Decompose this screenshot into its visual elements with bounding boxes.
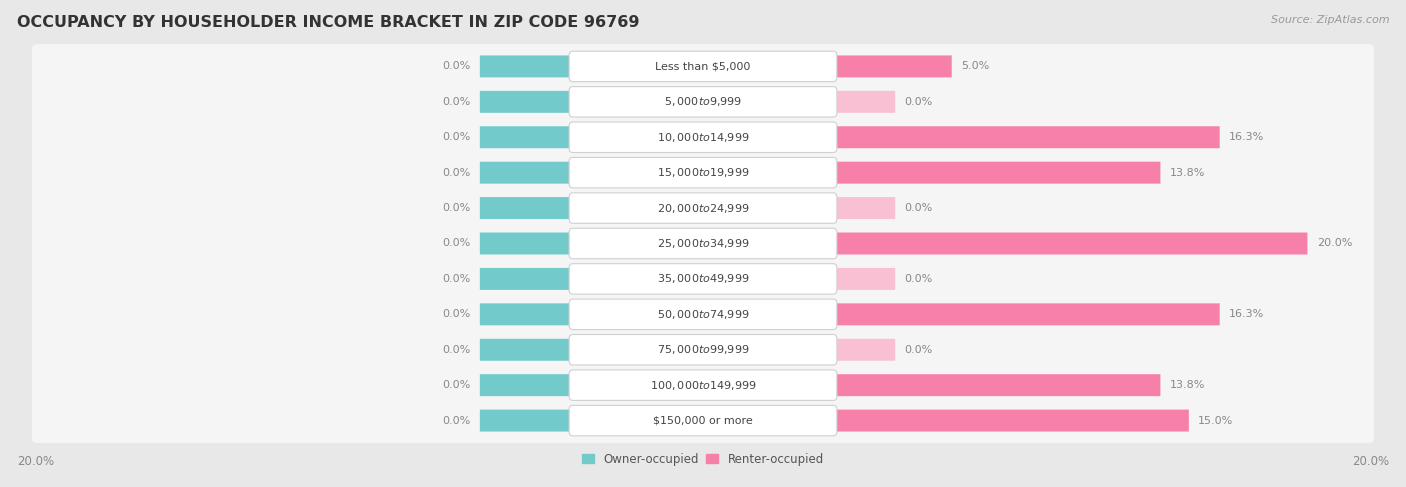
- FancyBboxPatch shape: [479, 126, 572, 148]
- Text: Source: ZipAtlas.com: Source: ZipAtlas.com: [1271, 15, 1389, 25]
- FancyBboxPatch shape: [32, 363, 1374, 408]
- FancyBboxPatch shape: [834, 56, 952, 77]
- Text: 0.0%: 0.0%: [443, 168, 471, 178]
- Text: $150,000 or more: $150,000 or more: [654, 415, 752, 426]
- Text: 0.0%: 0.0%: [443, 345, 471, 355]
- FancyBboxPatch shape: [569, 157, 837, 188]
- Text: 0.0%: 0.0%: [443, 415, 471, 426]
- FancyBboxPatch shape: [479, 303, 572, 325]
- Text: $20,000 to $24,999: $20,000 to $24,999: [657, 202, 749, 215]
- Text: 20.0%: 20.0%: [17, 454, 53, 468]
- Text: 0.0%: 0.0%: [443, 239, 471, 248]
- Text: 0.0%: 0.0%: [443, 61, 471, 72]
- FancyBboxPatch shape: [32, 115, 1374, 160]
- Text: 0.0%: 0.0%: [904, 274, 932, 284]
- FancyBboxPatch shape: [479, 339, 572, 361]
- FancyBboxPatch shape: [834, 410, 1189, 431]
- FancyBboxPatch shape: [479, 268, 572, 290]
- FancyBboxPatch shape: [32, 150, 1374, 195]
- Text: 0.0%: 0.0%: [443, 203, 471, 213]
- Text: $15,000 to $19,999: $15,000 to $19,999: [657, 166, 749, 179]
- FancyBboxPatch shape: [569, 405, 837, 436]
- Text: $35,000 to $49,999: $35,000 to $49,999: [657, 272, 749, 285]
- FancyBboxPatch shape: [569, 335, 837, 365]
- FancyBboxPatch shape: [834, 232, 1308, 255]
- FancyBboxPatch shape: [569, 122, 837, 152]
- FancyBboxPatch shape: [479, 56, 572, 77]
- FancyBboxPatch shape: [834, 197, 896, 219]
- FancyBboxPatch shape: [32, 186, 1374, 230]
- FancyBboxPatch shape: [479, 232, 572, 255]
- FancyBboxPatch shape: [32, 292, 1374, 337]
- FancyBboxPatch shape: [569, 51, 837, 82]
- Text: 0.0%: 0.0%: [443, 309, 471, 319]
- FancyBboxPatch shape: [479, 410, 572, 431]
- Text: 13.8%: 13.8%: [1170, 380, 1205, 390]
- Text: $25,000 to $34,999: $25,000 to $34,999: [657, 237, 749, 250]
- FancyBboxPatch shape: [479, 374, 572, 396]
- FancyBboxPatch shape: [834, 374, 1160, 396]
- Text: 0.0%: 0.0%: [443, 132, 471, 142]
- Text: 0.0%: 0.0%: [443, 274, 471, 284]
- FancyBboxPatch shape: [569, 193, 837, 224]
- Text: 16.3%: 16.3%: [1229, 132, 1264, 142]
- FancyBboxPatch shape: [32, 257, 1374, 301]
- Text: 16.3%: 16.3%: [1229, 309, 1264, 319]
- Text: OCCUPANCY BY HOUSEHOLDER INCOME BRACKET IN ZIP CODE 96769: OCCUPANCY BY HOUSEHOLDER INCOME BRACKET …: [17, 15, 640, 30]
- Text: 0.0%: 0.0%: [904, 203, 932, 213]
- Text: 13.8%: 13.8%: [1170, 168, 1205, 178]
- FancyBboxPatch shape: [32, 398, 1374, 443]
- FancyBboxPatch shape: [834, 268, 896, 290]
- Text: $5,000 to $9,999: $5,000 to $9,999: [664, 95, 742, 108]
- Text: 15.0%: 15.0%: [1198, 415, 1233, 426]
- Text: 5.0%: 5.0%: [962, 61, 990, 72]
- FancyBboxPatch shape: [834, 126, 1219, 148]
- Text: $10,000 to $14,999: $10,000 to $14,999: [657, 131, 749, 144]
- Text: $100,000 to $149,999: $100,000 to $149,999: [650, 379, 756, 392]
- Text: 20.0%: 20.0%: [1353, 454, 1389, 468]
- FancyBboxPatch shape: [479, 197, 572, 219]
- FancyBboxPatch shape: [32, 327, 1374, 372]
- Text: 0.0%: 0.0%: [443, 97, 471, 107]
- FancyBboxPatch shape: [569, 370, 837, 400]
- FancyBboxPatch shape: [834, 91, 896, 113]
- FancyBboxPatch shape: [32, 44, 1374, 89]
- FancyBboxPatch shape: [479, 162, 572, 184]
- Text: $50,000 to $74,999: $50,000 to $74,999: [657, 308, 749, 321]
- FancyBboxPatch shape: [834, 162, 1160, 184]
- Text: Less than $5,000: Less than $5,000: [655, 61, 751, 72]
- Text: 0.0%: 0.0%: [443, 380, 471, 390]
- FancyBboxPatch shape: [32, 221, 1374, 266]
- FancyBboxPatch shape: [834, 303, 1219, 325]
- FancyBboxPatch shape: [569, 228, 837, 259]
- FancyBboxPatch shape: [569, 87, 837, 117]
- Text: 20.0%: 20.0%: [1317, 239, 1353, 248]
- Text: $75,000 to $99,999: $75,000 to $99,999: [657, 343, 749, 356]
- FancyBboxPatch shape: [834, 339, 896, 361]
- Text: 0.0%: 0.0%: [904, 345, 932, 355]
- Legend: Owner-occupied, Renter-occupied: Owner-occupied, Renter-occupied: [582, 452, 824, 466]
- Text: 0.0%: 0.0%: [904, 97, 932, 107]
- FancyBboxPatch shape: [569, 263, 837, 294]
- FancyBboxPatch shape: [569, 299, 837, 330]
- FancyBboxPatch shape: [479, 91, 572, 113]
- FancyBboxPatch shape: [32, 79, 1374, 124]
